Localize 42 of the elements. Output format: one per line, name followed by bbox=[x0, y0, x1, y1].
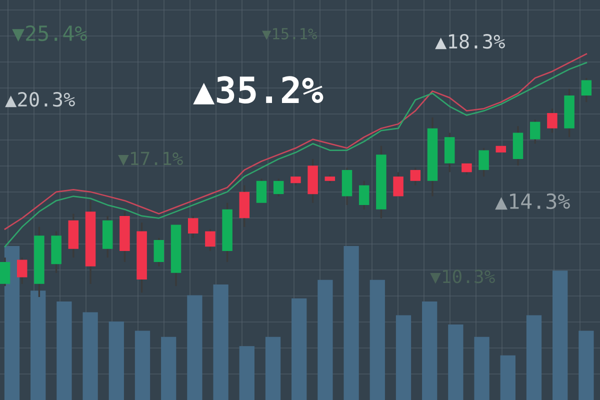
bar bbox=[161, 336, 176, 400]
candlestick bbox=[581, 78, 592, 103]
bar bbox=[448, 324, 464, 400]
bar bbox=[578, 330, 594, 400]
text: ▼25.4% bbox=[12, 25, 87, 42]
annotation: ▲35.2% bbox=[193, 76, 324, 104]
candlestick bbox=[0, 256, 10, 287]
bar bbox=[500, 355, 516, 400]
candlestick bbox=[478, 147, 489, 178]
bar bbox=[108, 321, 124, 400]
bar bbox=[187, 295, 202, 400]
annotation: ▲14.3% bbox=[495, 193, 570, 210]
candlestick bbox=[393, 171, 404, 198]
bar bbox=[526, 315, 542, 400]
bar bbox=[370, 280, 385, 400]
bar bbox=[474, 336, 490, 400]
bar bbox=[265, 336, 281, 400]
bar bbox=[422, 301, 438, 400]
candlestick bbox=[273, 178, 284, 198]
candlestick bbox=[188, 215, 198, 239]
candlestick bbox=[410, 166, 421, 186]
bar bbox=[292, 298, 307, 400]
candlestick bbox=[16, 256, 28, 285]
candlestick bbox=[205, 228, 216, 252]
text: ▲18.3% bbox=[435, 34, 505, 50]
bar bbox=[344, 246, 359, 400]
bar bbox=[134, 330, 150, 400]
bar bbox=[396, 315, 412, 400]
bar bbox=[318, 280, 333, 400]
annotation: ▲20.3% bbox=[5, 92, 75, 108]
candlestick bbox=[256, 178, 267, 204]
candlestick bbox=[530, 118, 540, 145]
bar bbox=[4, 246, 20, 400]
candlestick bbox=[154, 237, 164, 268]
bar bbox=[56, 301, 72, 400]
bar bbox=[213, 284, 228, 400]
bar bbox=[30, 290, 46, 400]
bar bbox=[552, 270, 568, 400]
candlestick bbox=[547, 108, 558, 134]
bar bbox=[82, 312, 98, 400]
candlestick bbox=[358, 180, 370, 210]
bar bbox=[239, 346, 254, 400]
